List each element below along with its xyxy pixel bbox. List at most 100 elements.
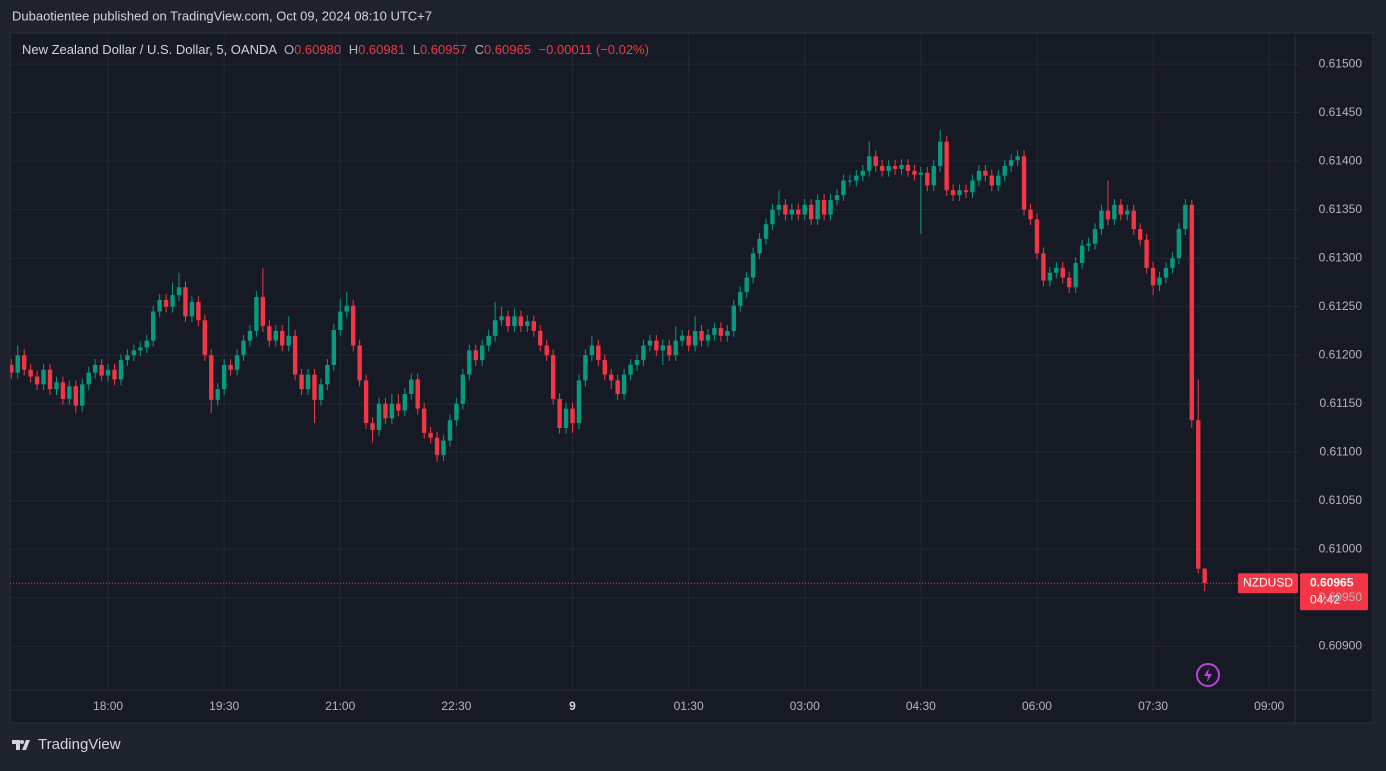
candle-body xyxy=(886,165,891,171)
candle-body xyxy=(280,330,285,346)
legend-change: −0.00011 (−0.02%) xyxy=(539,42,649,57)
candle-body xyxy=(176,287,182,296)
y-tick-label: 0.61000 xyxy=(1319,541,1363,555)
candle-body xyxy=(621,374,627,395)
candle-body xyxy=(763,224,769,239)
candle-body xyxy=(15,355,20,373)
candle-body xyxy=(267,326,272,341)
candle-body xyxy=(1028,209,1033,220)
candle-body xyxy=(718,328,724,336)
candle-body xyxy=(699,330,704,341)
candle-body xyxy=(1067,277,1072,288)
candle-body xyxy=(563,408,569,428)
x-tick-label: 09:00 xyxy=(1254,699,1284,713)
candle-body xyxy=(1054,267,1059,273)
candle-body xyxy=(402,394,407,411)
candle-body xyxy=(254,296,259,331)
candle-body xyxy=(609,374,614,381)
candle-body xyxy=(73,386,78,406)
candle-body xyxy=(725,330,730,336)
candle-body xyxy=(441,440,446,456)
candle-body xyxy=(1118,204,1124,215)
candle-body xyxy=(918,172,924,175)
candle-body xyxy=(99,364,104,376)
price-tag-text: 0.60965 xyxy=(1310,575,1354,589)
x-tick-label: 19:30 xyxy=(209,699,239,713)
candle-body xyxy=(47,369,53,390)
candle-body xyxy=(144,340,149,348)
candle-body xyxy=(750,253,756,278)
candle-body xyxy=(370,423,375,430)
candle-body xyxy=(1047,272,1053,281)
candle-body xyxy=(1189,204,1194,421)
candle-body xyxy=(518,316,524,327)
y-tick-label: 0.60900 xyxy=(1319,639,1363,653)
candle-body xyxy=(686,335,691,346)
symbol-tag-text: NZDUSD xyxy=(1243,575,1293,589)
legend-l: L xyxy=(413,42,420,57)
candle-body xyxy=(241,340,246,356)
candle-body xyxy=(1163,267,1169,278)
candle-body xyxy=(415,379,420,409)
candle-body xyxy=(950,190,956,196)
candle-body xyxy=(531,321,537,331)
x-tick-label: 07:30 xyxy=(1138,699,1168,713)
candle-body xyxy=(808,204,814,220)
candle-body xyxy=(944,141,949,191)
symbol-tag xyxy=(1238,573,1298,594)
x-tick-label: 06:00 xyxy=(1022,699,1052,713)
candle-body xyxy=(1002,165,1007,176)
x-tick-label: 22:30 xyxy=(441,699,471,713)
candle-body xyxy=(357,345,362,381)
candle-body xyxy=(92,364,98,373)
candle-body xyxy=(344,305,349,312)
candle-body xyxy=(757,238,762,254)
candle-body xyxy=(679,335,685,341)
candle-body xyxy=(383,403,388,419)
candle-body xyxy=(538,330,543,346)
candle-body xyxy=(938,141,943,166)
candle-body xyxy=(1015,156,1020,161)
y-tick-label: 0.61150 xyxy=(1320,396,1363,410)
candle-body xyxy=(389,403,395,419)
candle-body xyxy=(867,156,872,171)
candle-body xyxy=(557,398,562,428)
candle-body xyxy=(770,209,775,225)
candle-body xyxy=(131,350,137,356)
candle-body xyxy=(338,311,343,330)
candle-body xyxy=(731,305,736,331)
candle-body xyxy=(983,170,988,176)
candle-body xyxy=(712,328,717,335)
candle-body xyxy=(615,380,620,395)
candle-body xyxy=(118,360,124,380)
candle-body xyxy=(1183,204,1188,230)
candle-body xyxy=(125,355,130,361)
candle-body xyxy=(1150,267,1156,286)
legend-o: O xyxy=(284,42,294,57)
candle-body xyxy=(41,369,46,385)
y-tick-label: 0.61300 xyxy=(1319,250,1363,264)
candle-body xyxy=(738,292,743,306)
candle-body xyxy=(512,316,517,327)
candle-body xyxy=(899,165,904,169)
candle-body xyxy=(589,345,595,356)
candle-body xyxy=(350,305,356,346)
candle-body xyxy=(815,199,820,220)
candle-body xyxy=(396,403,401,411)
candle-body xyxy=(499,316,504,321)
candle-body xyxy=(1196,420,1201,569)
candle-body xyxy=(525,321,530,327)
candle-body xyxy=(209,355,214,400)
candle-body xyxy=(1125,210,1130,215)
candle-body xyxy=(628,364,633,375)
candle-body xyxy=(486,335,491,346)
candle-body xyxy=(905,165,911,171)
candle-body xyxy=(802,204,807,215)
candle-body xyxy=(228,364,233,370)
candle-body xyxy=(847,180,853,182)
candle-body xyxy=(892,165,898,169)
candle-body xyxy=(912,170,917,175)
candle-body xyxy=(783,204,788,215)
candle-body xyxy=(879,165,885,171)
candle-body xyxy=(292,335,298,375)
